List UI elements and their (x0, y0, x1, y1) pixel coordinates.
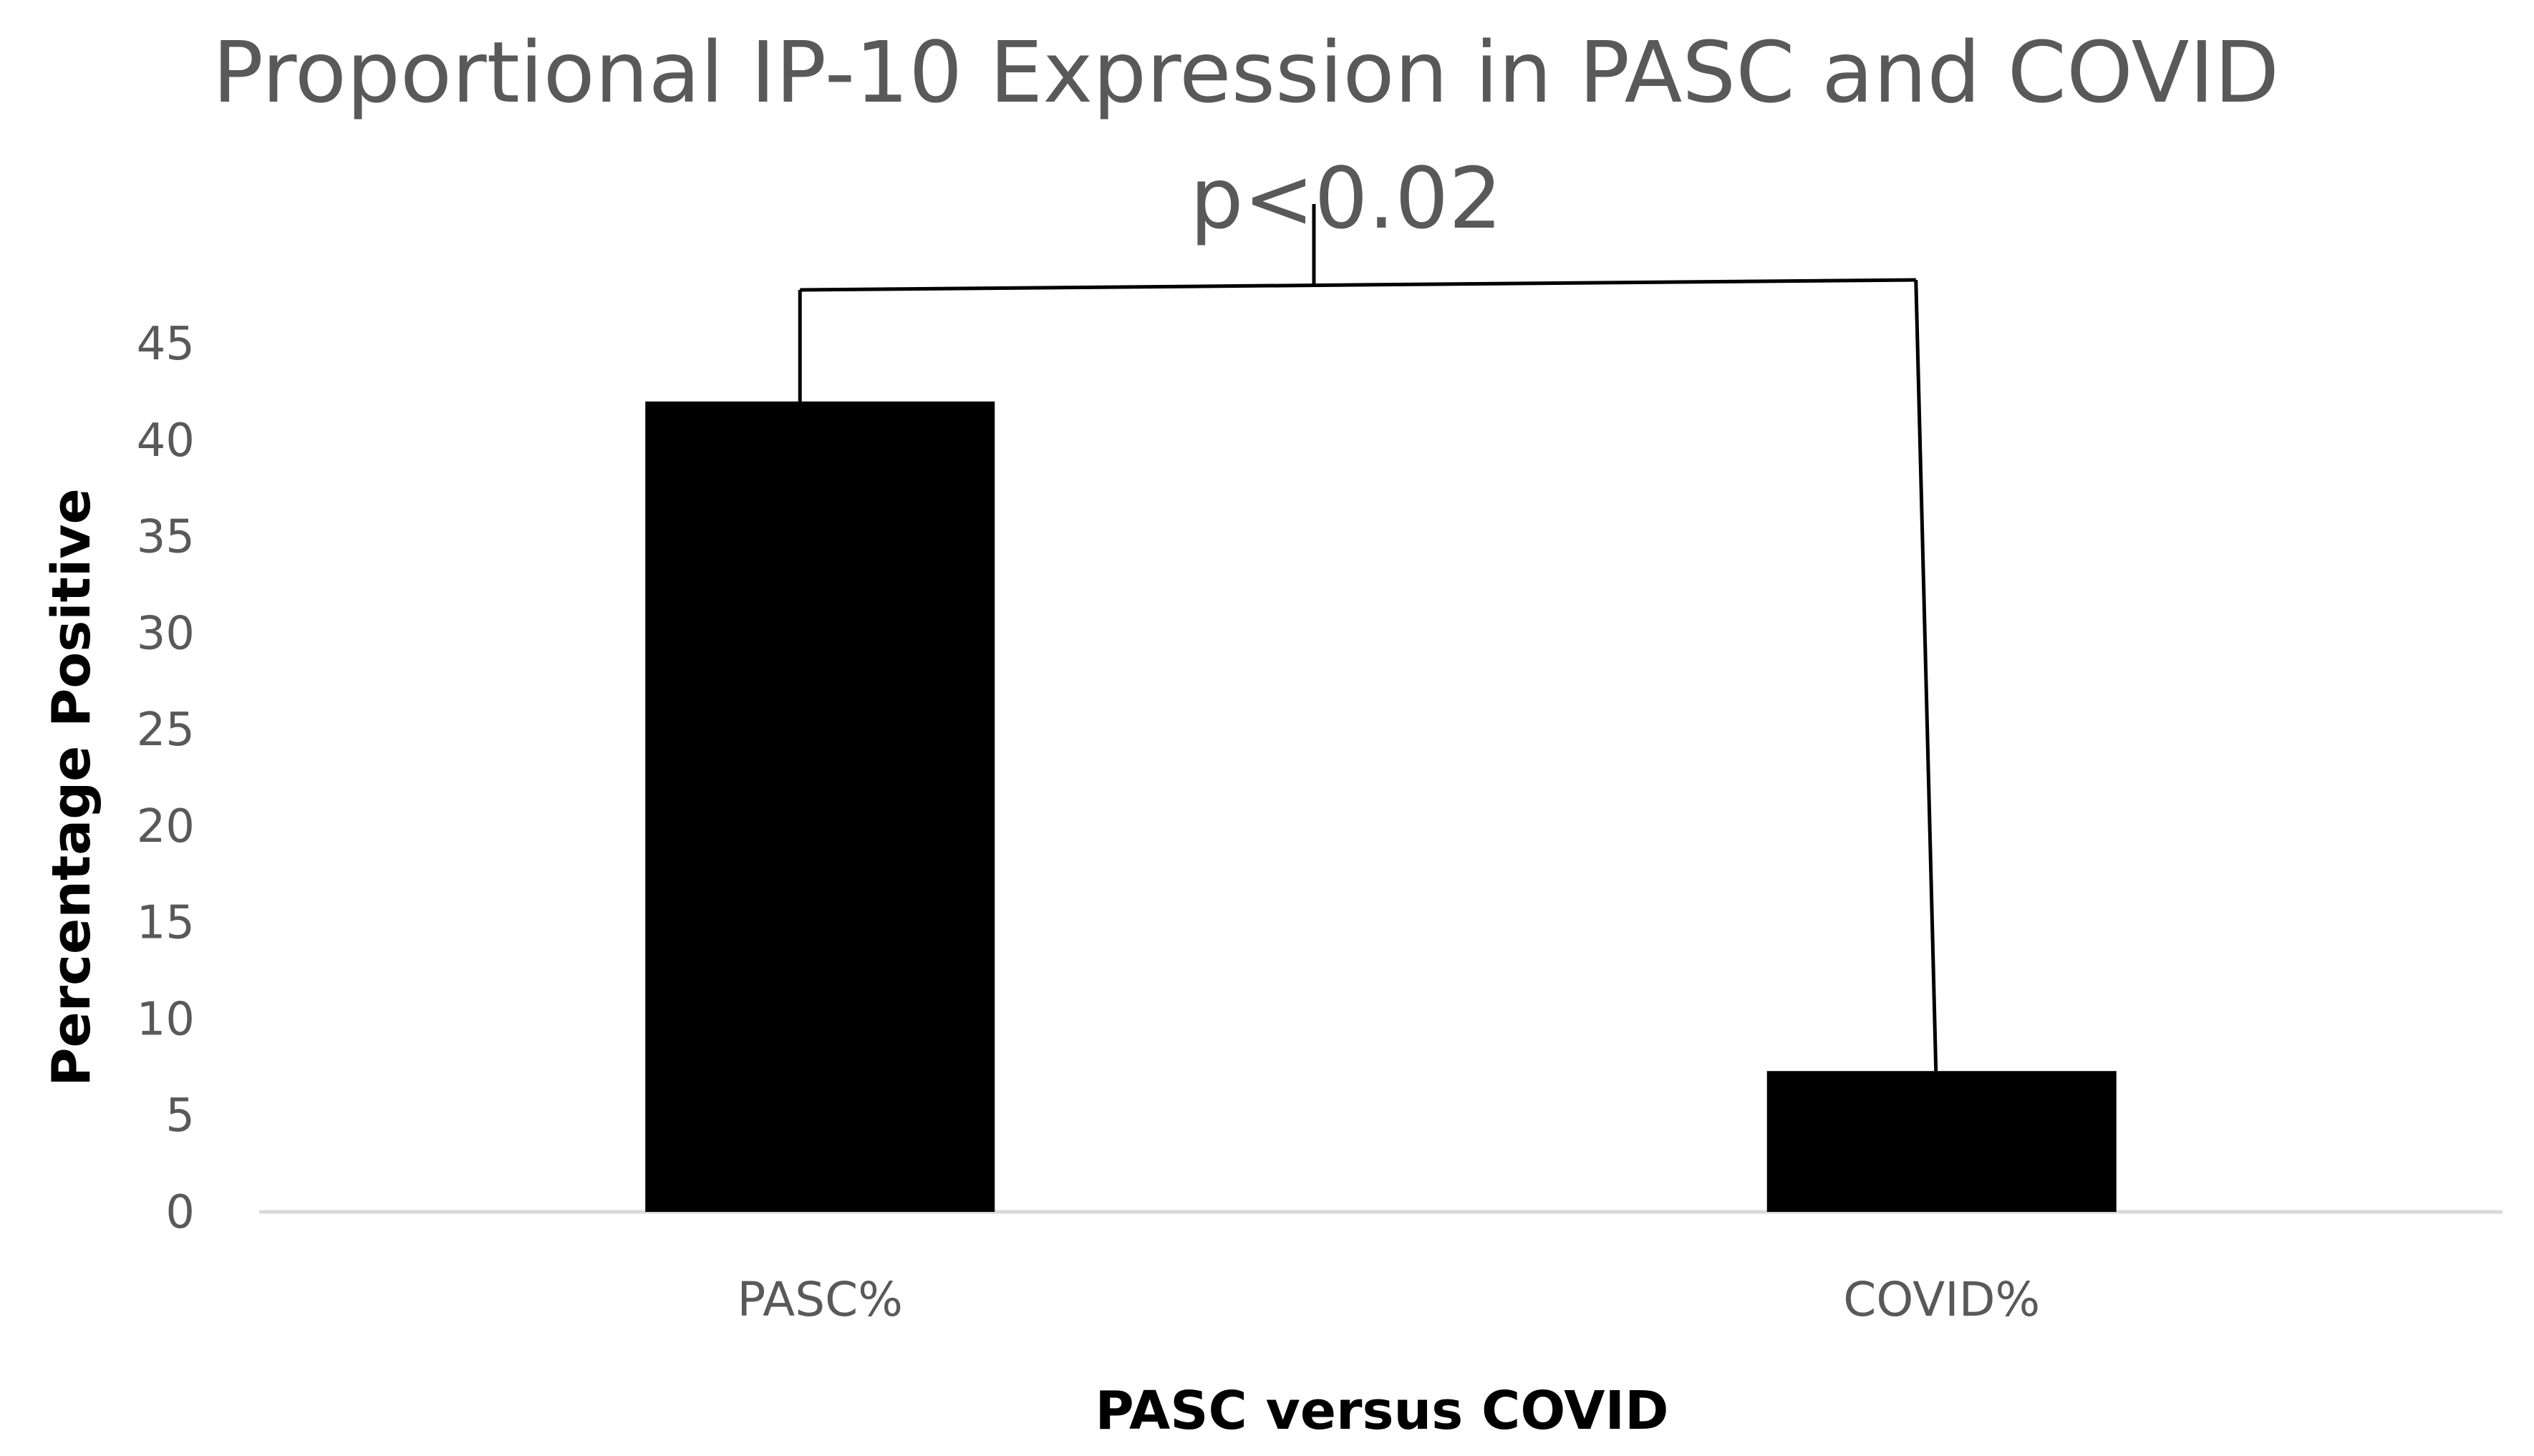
significance-label: p<0.02 (1190, 149, 1503, 248)
bar-pasc (645, 401, 995, 1212)
chart-title: Proportional IP-10 Expression in PASC an… (213, 23, 2279, 122)
bracket-top-line (800, 278, 1916, 292)
y-tick-label: 20 (137, 800, 195, 853)
y-axis-ticks: 0 5 10 15 20 25 30 35 40 45 (137, 318, 195, 1239)
bracket-right-leg (1914, 279, 1938, 1072)
x-tick-label: COVID% (1843, 1272, 2040, 1327)
x-axis-category-labels: PASC% COVID% (738, 1272, 2041, 1327)
y-tick-label: 10 (137, 993, 195, 1046)
y-axis-title: Percentage Positive (41, 488, 102, 1087)
y-tick-label: 25 (137, 704, 195, 757)
bars (645, 401, 2117, 1212)
bar-covid (1766, 1071, 2117, 1212)
x-axis-title: PASC versus COVID (1096, 1380, 1669, 1442)
y-tick-label: 15 (137, 897, 195, 950)
y-tick-label: 0 (165, 1186, 195, 1239)
y-tick-label: 40 (137, 414, 195, 467)
y-tick-label: 35 (137, 511, 195, 564)
y-tick-label: 45 (137, 318, 195, 371)
y-tick-label: 5 (165, 1089, 195, 1142)
significance-bracket: p<0.02 (798, 149, 1938, 1072)
y-tick-label: 30 (137, 607, 195, 660)
x-tick-label: PASC% (738, 1272, 903, 1327)
